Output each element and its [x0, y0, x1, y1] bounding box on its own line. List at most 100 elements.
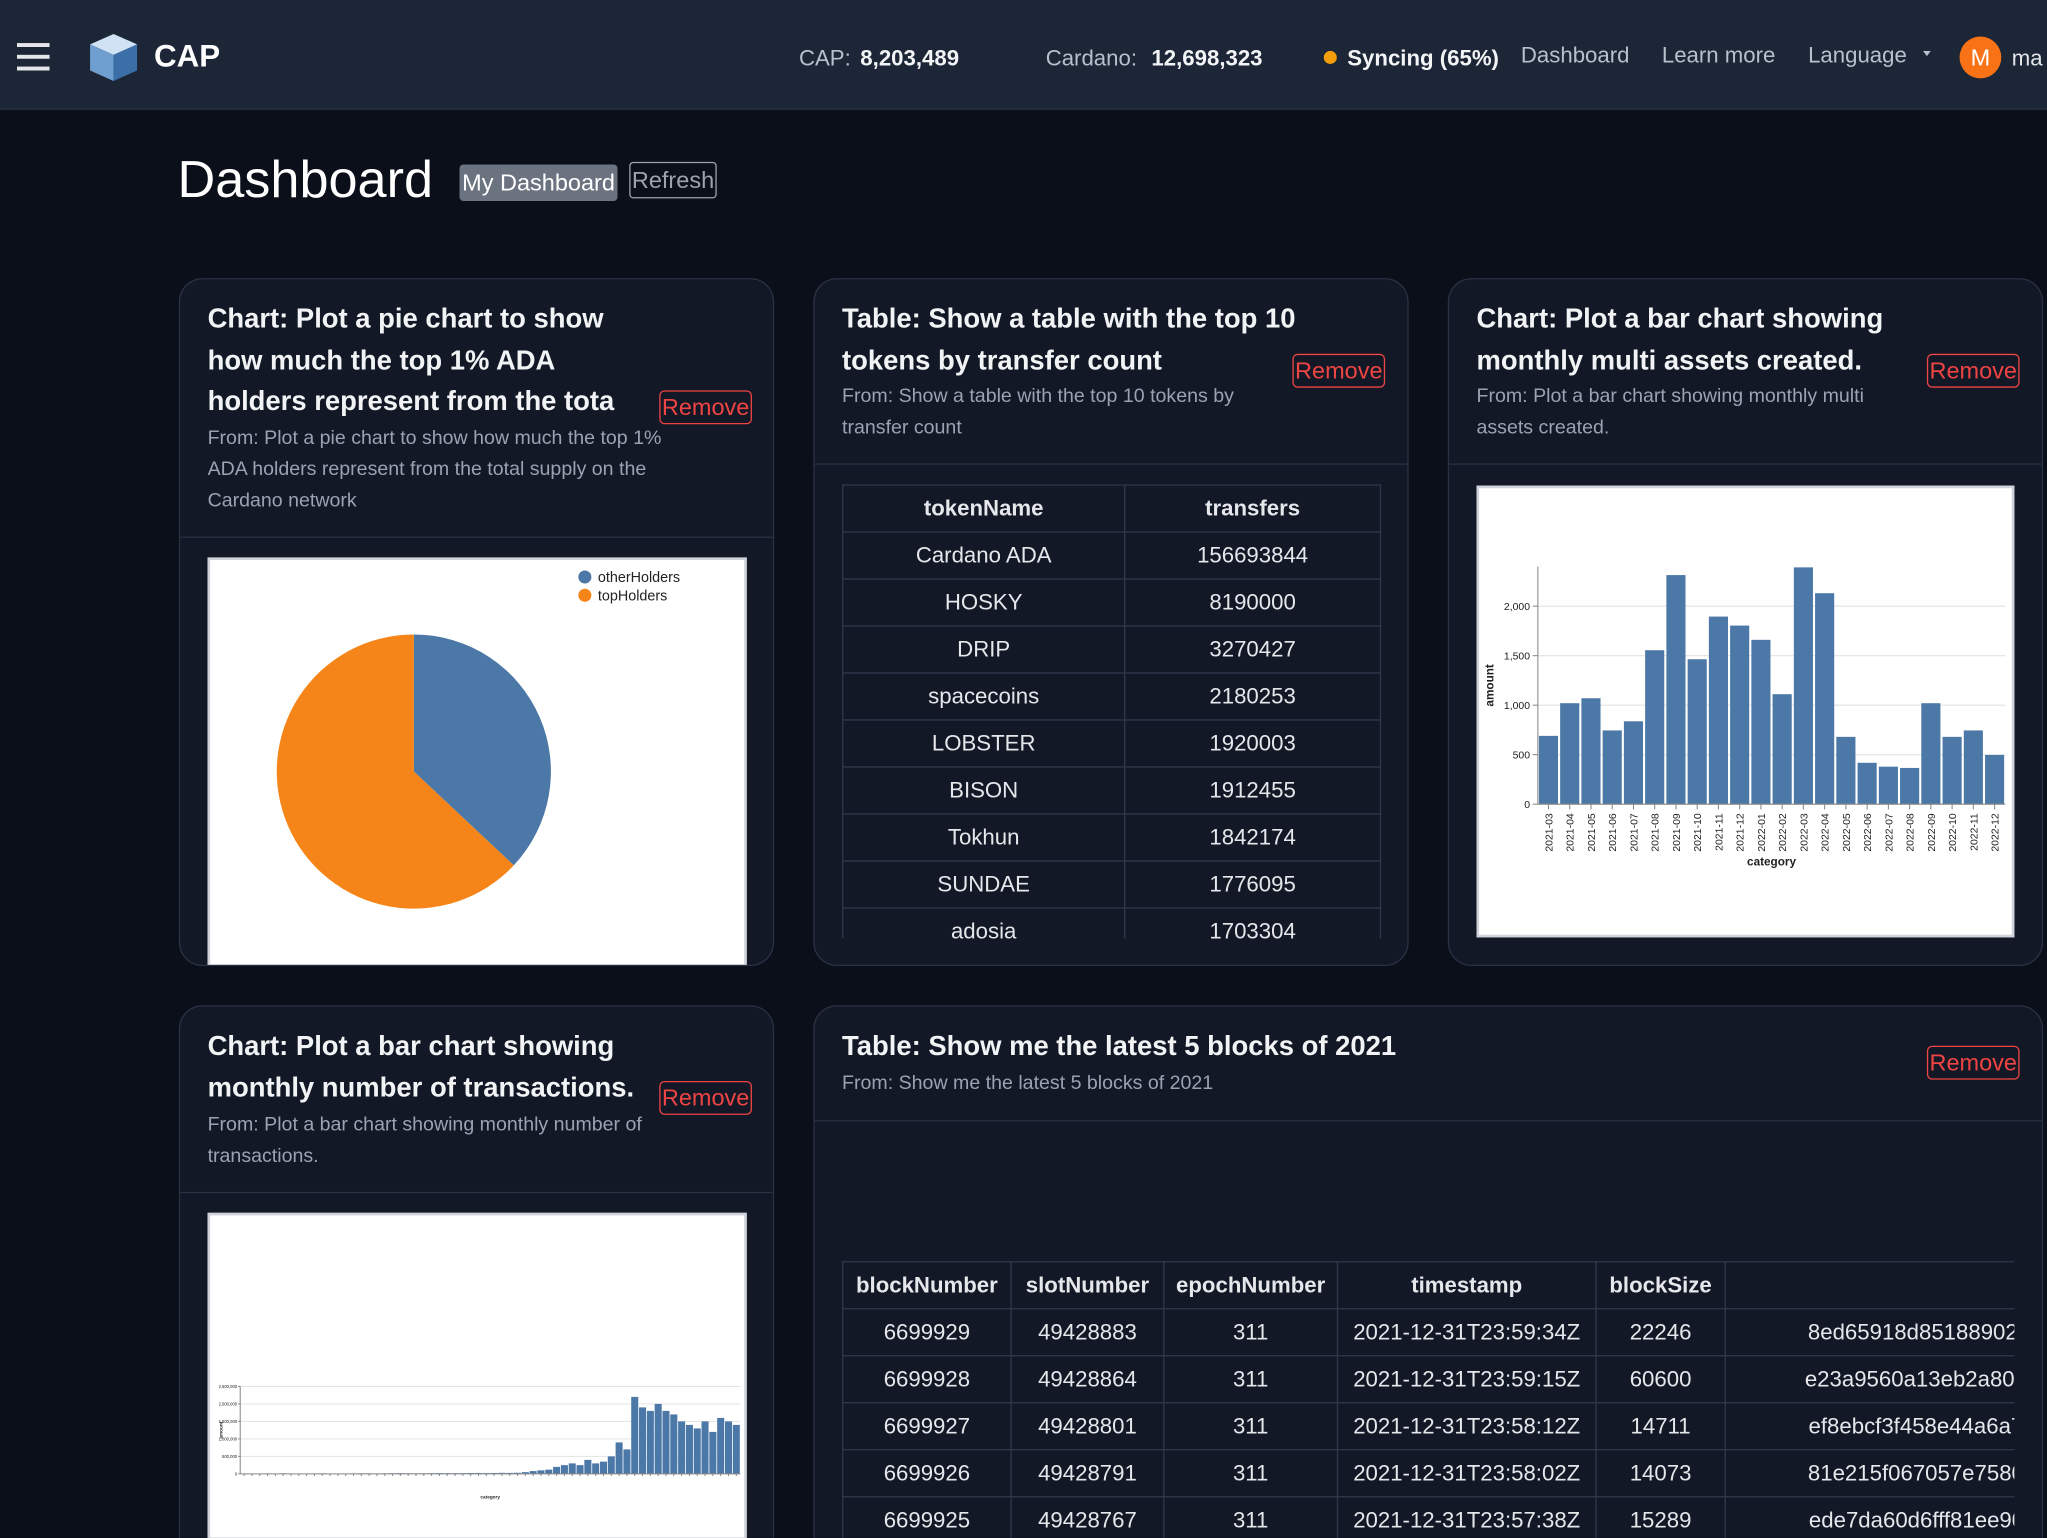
remove-button[interactable]: Remove — [1926, 1045, 2020, 1080]
pie-slice — [276, 634, 514, 909]
table-cell: Cardano ADA — [842, 531, 1126, 580]
table-cell: 2021-12-31T23:58:12Z — [1336, 1402, 1597, 1451]
table-cell: ef8ebcf3f458e44a6a7258e — [1724, 1402, 2015, 1451]
app-name[interactable]: CAP — [154, 39, 221, 75]
bar — [1878, 766, 1898, 805]
x-tick-label: 2021-03 — [1544, 813, 1555, 852]
x-tick-label: 2022-12 — [1991, 813, 2002, 852]
bar — [670, 1414, 678, 1474]
table-row: Cardano ADA 156693844 — [842, 531, 1382, 580]
x-tick-label: 2021-06 — [1608, 813, 1619, 852]
page-title: Dashboard — [177, 151, 434, 209]
remove-button[interactable]: Remove — [659, 390, 752, 425]
bar — [498, 1472, 506, 1474]
avatar[interactable]: M — [1959, 36, 2002, 79]
table-cell: 1912455 — [1124, 766, 1382, 815]
table-cell: 311 — [1163, 1449, 1339, 1498]
bar — [1772, 694, 1792, 805]
bar — [678, 1421, 686, 1474]
bar — [529, 1471, 537, 1474]
table-row: 6699929 49428883 311 2021-12-31T23:59:34Z 22… — [842, 1308, 2015, 1357]
table-row: spacecoins 2180253 — [842, 672, 1382, 721]
card: Table: Show a table with the top 10 toke… — [813, 278, 1409, 967]
x-tick-label: 2022-01 — [1757, 813, 1768, 852]
column-header: slotNumber — [1010, 1261, 1165, 1310]
table-cell: SUNDAE — [842, 860, 1126, 909]
column-header — [1724, 1261, 2015, 1310]
bar — [646, 1410, 654, 1474]
remove-button[interactable]: Remove — [659, 1080, 752, 1115]
bar — [1730, 625, 1750, 805]
table-cell: 14711 — [1595, 1402, 1726, 1451]
bar — [709, 1431, 717, 1474]
table-row: SUNDAE 1776095 — [842, 860, 1382, 909]
x-tick-label: 2022-07 — [1884, 813, 1895, 852]
nav-link[interactable]: Language — [1808, 43, 1907, 68]
table-cell: 311 — [1163, 1402, 1339, 1451]
legend-label: otherHolders — [598, 570, 680, 586]
bar — [1857, 762, 1877, 805]
table-cell: spacecoins — [842, 672, 1126, 721]
data-table: tokenName transfers Cardano ADA 156693844 HO… — [842, 484, 1382, 939]
refresh-button[interactable]: Refresh — [629, 161, 717, 199]
divider — [1449, 463, 2042, 465]
table-cell: ede7da60d6fff81ee9010c8 — [1724, 1496, 2015, 1538]
card: Chart: Plot a bar chart showing monthly … — [1447, 278, 2044, 967]
table-cell: 1842174 — [1124, 813, 1382, 862]
bar — [623, 1449, 631, 1474]
legend-swatch — [578, 588, 592, 602]
table-cell: 60600 — [1595, 1355, 1726, 1404]
bar — [553, 1466, 561, 1474]
table-cell: e23a9560a13eb2a805f4bfb — [1724, 1355, 2015, 1404]
bar — [1687, 659, 1707, 805]
card-subtitle: From: Show me the latest 5 blocks of 202… — [842, 1071, 1214, 1094]
table-cell: 2021-12-31T23:58:02Z — [1336, 1449, 1597, 1498]
header-row: blockNumber slotNumber epochNumber timestam… — [842, 1261, 2015, 1310]
y-tick-label: 0 — [1524, 800, 1530, 811]
bar — [1793, 567, 1813, 805]
nav-link[interactable]: Dashboard — [1520, 43, 1630, 68]
data-table: blockNumber slotNumber epochNumber timestam… — [842, 1261, 2015, 1538]
bar — [654, 1403, 662, 1474]
table-cell: 311 — [1163, 1355, 1339, 1404]
column-header: epochNumber — [1163, 1261, 1339, 1310]
x-axis-label: category — [480, 1494, 500, 1499]
x-tick-label: 2022-06 — [1863, 813, 1874, 852]
card-title: Chart: Plot a bar chart showing monthly … — [207, 1031, 635, 1103]
user-name[interactable]: ma — [2011, 45, 2043, 71]
bar-chart: 0 500 1,000 1,500 2,000 2021-03 2021-04 2021-05… — [1483, 566, 2006, 869]
bar — [1538, 735, 1559, 805]
table-row: 6699926 49428791 311 2021-12-31T23:58:02Z 14… — [842, 1449, 2015, 1498]
my-dashboard-button[interactable]: My Dashboard — [459, 164, 618, 202]
y-tick-label: 1,000,000 — [219, 1436, 238, 1441]
y-tick-label: 1,500 — [1504, 652, 1530, 663]
bar — [560, 1465, 568, 1474]
remove-button[interactable]: Remove — [1292, 353, 1386, 388]
bar — [592, 1463, 600, 1474]
remove-button[interactable]: Remove — [1926, 353, 2020, 388]
column-header: transfers — [1124, 484, 1382, 533]
x-tick-label: 2021-10 — [1693, 813, 1704, 852]
table-cell: 8ed65918d851889022f5e7 — [1724, 1308, 2015, 1357]
x-tick-label: 2022-03 — [1799, 813, 1810, 852]
y-axis-label: amount — [1483, 664, 1496, 706]
table-cell: 2021-12-31T23:57:38Z — [1336, 1496, 1597, 1538]
pie-slice — [413, 634, 551, 866]
divider — [814, 463, 1408, 465]
nav-link[interactable]: Learn more — [1661, 43, 1776, 68]
bar — [521, 1472, 529, 1474]
card-title: Table: Show a table with the top 10 toke… — [842, 304, 1296, 376]
pie-chart: otherHolders topHolders — [276, 570, 680, 909]
y-tick-label: 2,000 — [1504, 602, 1530, 613]
card-subtitle: From: Plot a pie chart to show how much … — [207, 426, 662, 512]
table-row: 6699927 49428801 311 2021-12-31T23:58:12Z 14… — [842, 1402, 2015, 1451]
y-tick-label: 0 — [235, 1471, 238, 1476]
x-tick-label: 2021-05 — [1587, 813, 1598, 852]
table-cell: 6699927 — [842, 1402, 1012, 1451]
menu-icon[interactable] — [16, 42, 50, 73]
logo[interactable] — [87, 31, 139, 83]
card: Chart: Plot a bar chart showing monthly … — [178, 1005, 775, 1538]
table-row: LOBSTER 1920003 — [842, 719, 1382, 768]
divider — [180, 536, 773, 538]
divider — [814, 1120, 2042, 1122]
